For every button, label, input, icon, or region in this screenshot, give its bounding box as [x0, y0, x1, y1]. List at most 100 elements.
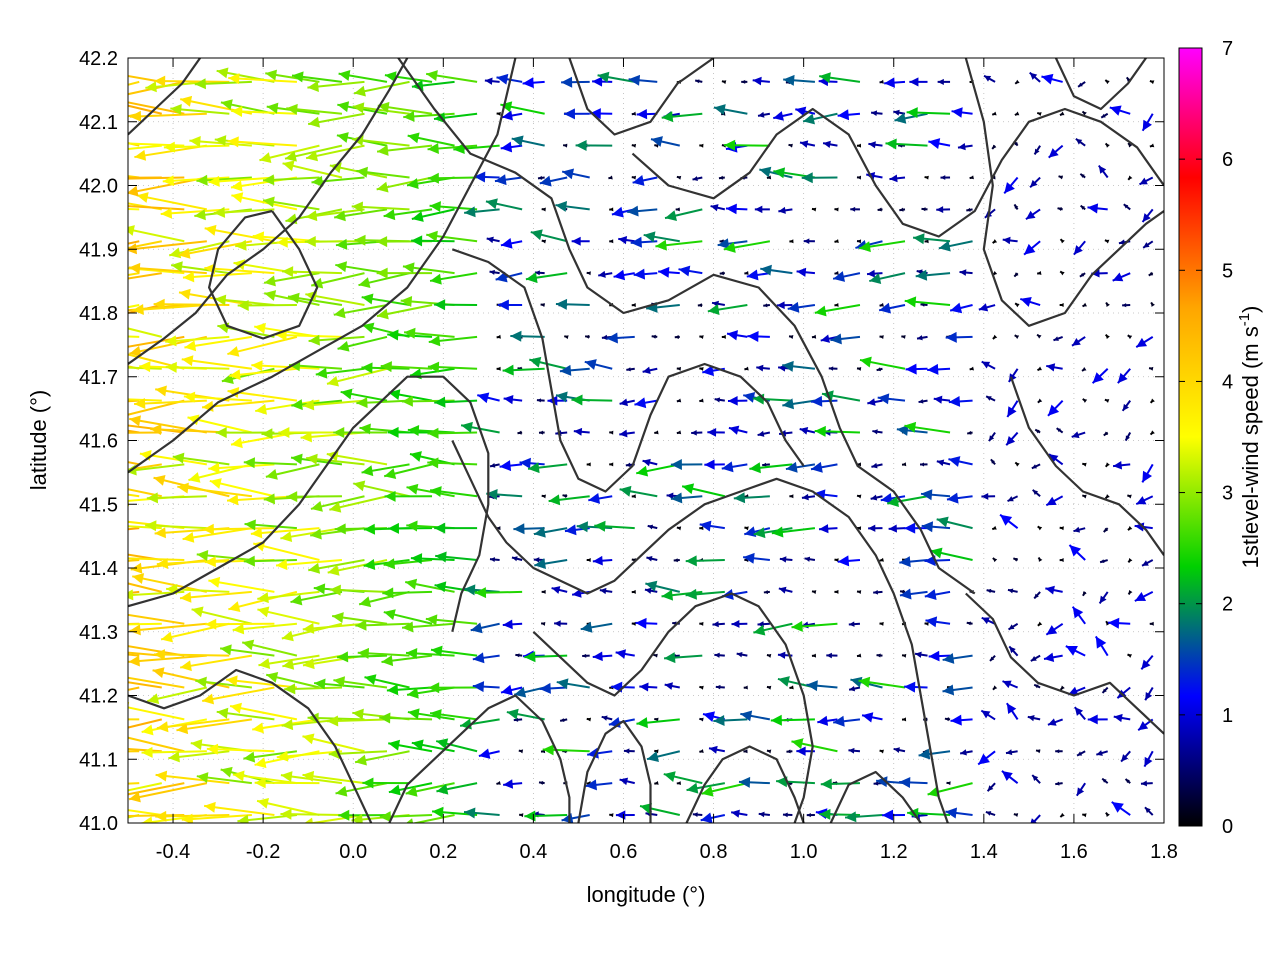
- wind-vector: [128, 782, 185, 796]
- wind-vector: [128, 782, 162, 792]
- wind-vector: [533, 526, 568, 538]
- wind-vector: [1045, 622, 1064, 636]
- wind-vector: [879, 79, 884, 84]
- wind-vector: [1071, 431, 1086, 439]
- wind-vector: [676, 781, 681, 786]
- wind-vector: [912, 233, 951, 245]
- x-axis-title: longitude (°): [587, 882, 706, 907]
- wind-vector: [172, 452, 230, 466]
- wind-vector: [1120, 750, 1131, 763]
- wind-vector: [513, 686, 545, 698]
- wind-vector: [795, 106, 816, 117]
- x-axis-ticks: -0.4 -0.2 0.0 0.2 0.4 0.6 0.8 1.0 1.2 1.4 1.6 1.8: [156, 58, 1178, 863]
- wind-vector: [744, 526, 771, 538]
- wind-vector: [1047, 399, 1064, 417]
- wind-vector: [1043, 652, 1063, 662]
- wind-vector: [606, 332, 635, 344]
- terrain-contour-7: [451, 440, 949, 823]
- wind-vector: [243, 457, 297, 469]
- wind-vector: [128, 654, 207, 667]
- terrain-contour-15: [829, 770, 922, 823]
- wind-vector: [472, 681, 500, 693]
- wind-vector: [377, 101, 433, 115]
- wind-vector: [694, 79, 703, 84]
- wind-vector: [474, 587, 523, 599]
- wind-vector: [179, 654, 253, 672]
- wind-vector: [128, 681, 162, 689]
- wind-vector: [1033, 683, 1041, 689]
- wind-vector: [811, 207, 817, 212]
- wind-vector: [1124, 778, 1131, 784]
- wind-vector: [676, 366, 681, 371]
- wind-vector: [502, 364, 545, 376]
- wind-vector: [743, 685, 748, 690]
- wind-vector: [485, 198, 523, 211]
- wind-vector: [992, 239, 998, 244]
- wind-vector: [639, 682, 658, 692]
- wind-vector: [633, 268, 658, 280]
- wind-vector: [382, 587, 433, 599]
- wind-vector: [147, 686, 208, 705]
- wind-vector: [1121, 400, 1132, 412]
- wind-vector: [741, 79, 748, 84]
- wind-vector: [766, 175, 772, 180]
- wind-vector: [1127, 142, 1133, 148]
- wind-vector: [1105, 462, 1110, 468]
- wind-vector: [489, 557, 500, 562]
- wind-vector: [500, 101, 545, 115]
- wind-vector: [866, 269, 883, 278]
- wind-vector: [773, 111, 793, 121]
- wind-vector: [128, 399, 185, 416]
- wind-vector: [463, 807, 500, 819]
- wind-vector: [1034, 428, 1041, 434]
- y-tick-label: 42.1: [79, 112, 118, 134]
- wind-vector: [537, 175, 545, 180]
- wind-vector: [427, 361, 478, 373]
- wind-vector: [510, 330, 545, 342]
- wind-vector: [208, 576, 275, 593]
- wind-vector: [978, 303, 996, 312]
- wind-vector: [356, 397, 410, 409]
- wind-vector: [802, 112, 838, 125]
- wind-vector: [1035, 749, 1041, 754]
- wind-vector: [154, 75, 230, 87]
- wind-vector: [310, 495, 365, 512]
- wind-vector: [571, 394, 613, 406]
- wind-vector: [503, 394, 523, 405]
- wind-vector: [786, 749, 793, 754]
- wind-vector: [156, 557, 230, 569]
- wind-vector: [429, 272, 478, 285]
- wind-vector: [915, 269, 951, 281]
- wind-vector: [885, 138, 928, 150]
- wind-vector: [477, 392, 500, 404]
- wind-vector: [128, 645, 185, 657]
- wind-vector: [766, 685, 772, 690]
- wind-vector: [165, 335, 230, 347]
- wind-vector: [719, 271, 725, 276]
- wind-vector: [128, 553, 162, 562]
- wind-vector: [335, 782, 388, 797]
- wind-vector: [128, 399, 140, 403]
- wind-vector: [619, 777, 635, 786]
- wind-vector: [928, 650, 951, 662]
- wind-vector: [675, 207, 680, 212]
- wind-vector: [1046, 363, 1063, 372]
- wind-vector: [326, 367, 388, 387]
- wind-vector: [1068, 544, 1086, 561]
- wind-vector: [384, 490, 433, 502]
- wind-vector: [286, 103, 343, 115]
- wind-vector: [721, 334, 726, 339]
- wind-vector: [1048, 144, 1064, 159]
- wind-vector: [282, 160, 343, 179]
- wind-vector: [1082, 302, 1087, 308]
- colorbar-title-sup: -1: [1236, 313, 1253, 326]
- terrain-contour-14: [1009, 376, 1164, 556]
- wind-vector: [1081, 110, 1087, 116]
- x-tick-label: 1.8: [1150, 841, 1178, 863]
- wind-vector: [539, 175, 568, 187]
- wind-vector: [588, 493, 613, 504]
- wind-vector: [1101, 777, 1109, 784]
- wind-vector: [337, 651, 388, 663]
- wind-vector: [146, 492, 207, 504]
- wind-vector: [753, 527, 793, 539]
